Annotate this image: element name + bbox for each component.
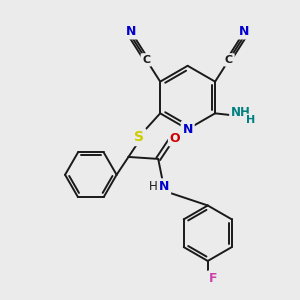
- Text: N: N: [182, 123, 193, 136]
- Text: S: S: [134, 130, 144, 144]
- Text: F: F: [208, 272, 217, 285]
- Text: H: H: [246, 115, 255, 125]
- Text: C: C: [142, 55, 150, 65]
- Text: C: C: [225, 55, 233, 65]
- Text: O: O: [170, 132, 180, 145]
- Text: NH: NH: [231, 106, 251, 119]
- Text: N: N: [159, 180, 169, 193]
- Text: N: N: [126, 25, 136, 38]
- Text: N: N: [238, 25, 249, 38]
- Text: H: H: [149, 180, 158, 193]
